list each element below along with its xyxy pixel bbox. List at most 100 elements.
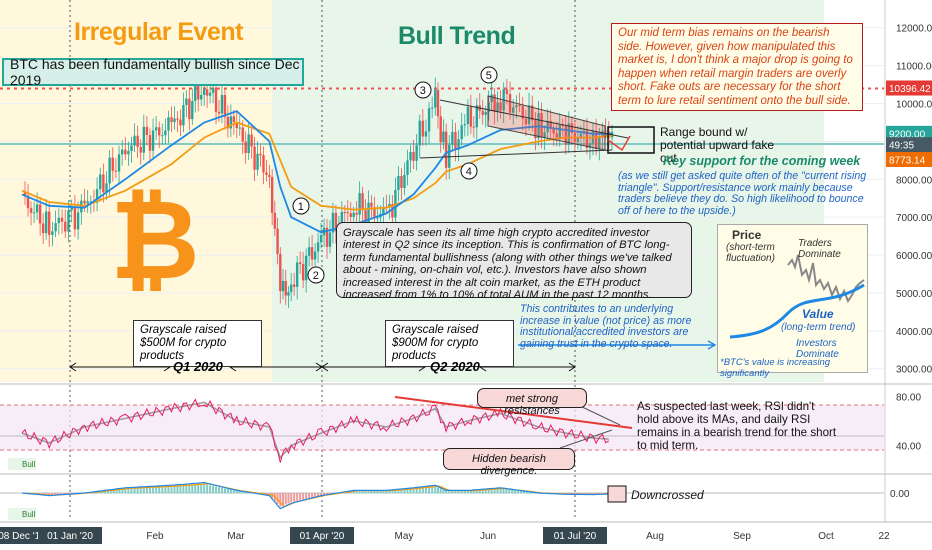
macd-histogram-bar [194, 484, 197, 494]
macd-histogram-bar [164, 486, 167, 494]
price-tag-label: 9200.00 [889, 129, 926, 140]
macd-histogram-bar [358, 490, 361, 494]
candle-body [111, 157, 114, 171]
macd-histogram-bar [317, 493, 320, 497]
rsi-tick-label: 40.00 [896, 441, 921, 452]
macd-histogram-bar [428, 487, 431, 494]
candle-body [558, 124, 561, 138]
macd-histogram-bar [323, 493, 326, 496]
candle-body [361, 193, 364, 211]
macd-tick-label: 0.00 [890, 489, 910, 500]
candle-body [226, 116, 230, 129]
macd-histogram-bar [133, 488, 136, 494]
candle-body [588, 143, 592, 148]
candle-body [358, 193, 361, 215]
macd-histogram-bar [299, 493, 302, 501]
hidden-divergence-callout: Hidden bearish divergence. [443, 448, 575, 477]
candle-body [208, 92, 212, 96]
macd-histogram-bar [431, 486, 434, 494]
candle-body [176, 118, 179, 120]
price-tick-label: 7000.00 [896, 213, 932, 224]
candle-body [38, 204, 42, 224]
candle-body [418, 120, 421, 146]
candle-body [86, 201, 89, 204]
macd-histogram-bar [112, 489, 115, 494]
x-tick-label: 22 [878, 531, 890, 542]
candle-body [241, 127, 244, 142]
wave-label: 4 [466, 166, 472, 178]
candle-body [540, 113, 543, 138]
macd-histogram-bar [179, 485, 182, 494]
candle-body [35, 204, 39, 213]
candle-body [567, 123, 570, 145]
q2-label: Q2 2020 [430, 359, 480, 374]
candle-body [570, 123, 574, 133]
candle-body [76, 212, 80, 230]
candle-body [124, 149, 127, 155]
candle-body [301, 264, 305, 281]
wave-label: 1 [298, 201, 304, 213]
candle-body [188, 98, 191, 120]
macd-histogram-bar [241, 491, 244, 494]
price-tag-label: 8773.14 [889, 156, 926, 167]
candle-body [273, 212, 277, 229]
candle-body [205, 89, 209, 96]
divergence-callout-pointer [559, 429, 613, 449]
macd-histogram-bar [206, 484, 209, 494]
macd-histogram-bar [484, 489, 487, 494]
q2-arrow-right-right-head [568, 362, 576, 372]
macd-histogram-bar [203, 484, 206, 494]
wave-label: 2 [313, 270, 319, 282]
candle-body [229, 116, 233, 129]
candle-body [331, 212, 335, 233]
candle-body [220, 95, 224, 114]
price-tick-label: 8000.00 [896, 175, 932, 186]
candle-body [158, 127, 161, 136]
macd-histogram-bar [109, 490, 112, 494]
candle-body [444, 131, 448, 168]
candle-body [32, 212, 36, 214]
macd-histogram-bar [505, 489, 508, 494]
candle-body [499, 102, 502, 111]
macd-histogram-bar [182, 485, 185, 494]
met-resistances-callout: met strong resistances [477, 388, 587, 417]
macd-histogram-bar [364, 490, 367, 494]
macd-histogram-bar [522, 491, 525, 494]
macd-histogram-bar [379, 490, 382, 494]
macd-histogram-bar [517, 490, 520, 494]
candle-body [457, 139, 460, 150]
macd-histogram-bar [478, 490, 481, 494]
ma-slow-line [21, 121, 613, 211]
inset-value-sub: (long-term trend) [781, 322, 856, 333]
macd-histogram-bar [406, 489, 409, 494]
candle-body [534, 120, 537, 139]
candle-body [328, 232, 332, 247]
candle-body [376, 217, 379, 219]
candle-body [490, 94, 493, 103]
candle-body [518, 105, 521, 107]
candle-body [552, 128, 555, 134]
macd-histogram-bar [499, 488, 502, 494]
candle-body [117, 154, 121, 172]
macd-histogram-bar [320, 493, 323, 496]
candle-body [108, 157, 111, 184]
candle-body [89, 201, 93, 203]
candle-body [496, 102, 499, 112]
x-tick-label: Mar [227, 531, 245, 542]
candle-body [265, 172, 268, 175]
macd-histogram-bar [475, 490, 478, 494]
macd-histogram-bar [62, 493, 65, 495]
candle-body [442, 131, 445, 143]
candle-body [268, 174, 271, 178]
macd-histogram-bar [305, 493, 308, 499]
candle-body [412, 151, 415, 161]
macd-histogram-bar [145, 487, 148, 494]
candle-body [259, 153, 262, 156]
candle-body [364, 210, 367, 224]
mid-term-bias-note: Our mid term bias remains on the bearish… [611, 23, 863, 111]
candle-body [531, 105, 534, 121]
macd-histogram-bar [436, 487, 439, 494]
macd-line [21, 481, 609, 510]
candle-body [460, 125, 463, 140]
macd-histogram-bar [385, 490, 388, 494]
